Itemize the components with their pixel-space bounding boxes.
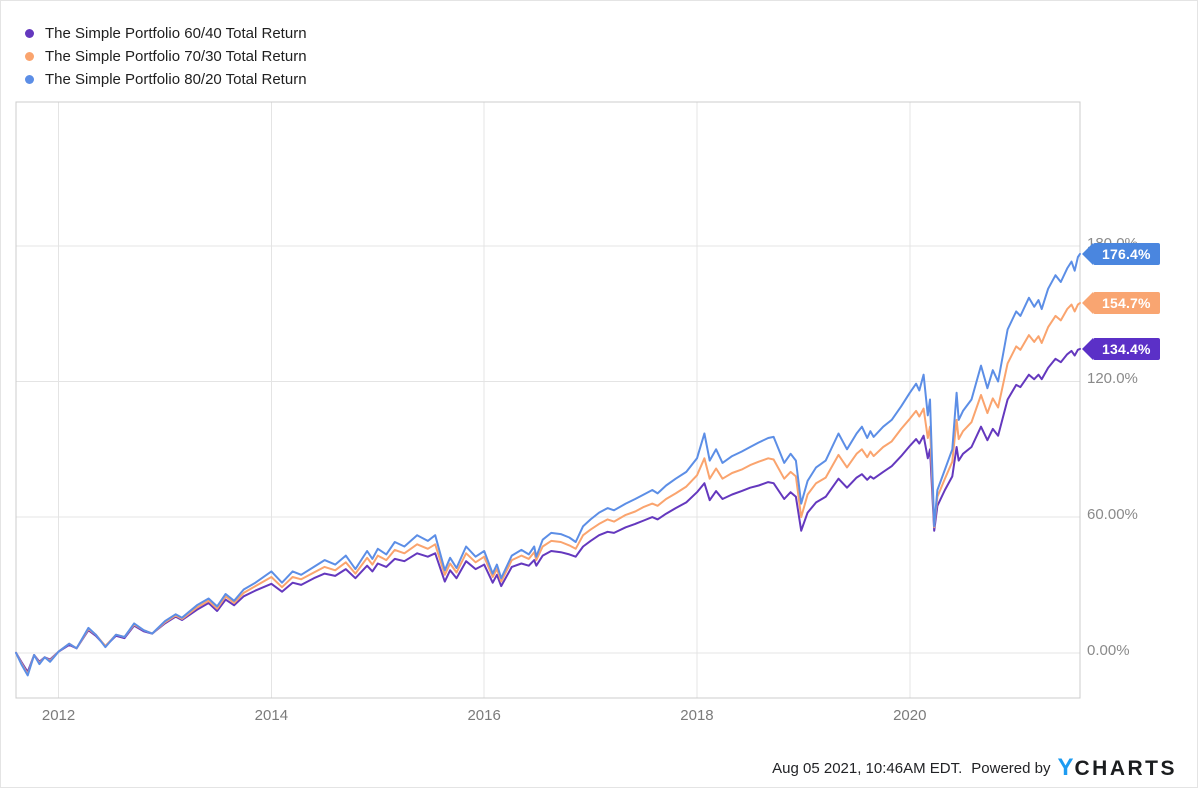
chart-legend: The Simple Portfolio 60/40 Total Return T… [25, 22, 307, 91]
series-line--80-20- [15, 252, 1081, 677]
legend-dot-icon [25, 75, 34, 84]
badge-arrow-icon [1082, 242, 1093, 265]
series-line--70-30- [15, 302, 1081, 676]
end-value-badge-176.4%: 176.4% [1082, 242, 1160, 265]
badge-value: 134.4% [1093, 337, 1160, 360]
badge-arrow-icon [1082, 337, 1093, 360]
x-axis-tick-2020: 2020 [893, 707, 927, 724]
y-axis-tick-60.00%: 60.00% [1087, 506, 1138, 524]
x-axis-tick-2018: 2018 [680, 707, 714, 724]
x-axis-tick-2012: 2012 [41, 707, 76, 724]
legend-label: The Simple Portfolio 60/40 Total Return [45, 25, 307, 42]
end-value-badge-134.4%: 134.4% [1082, 337, 1160, 360]
x-axis-tick-2016: 2016 [467, 707, 501, 724]
legend-item: The Simple Portfolio 60/40 Total Return [25, 22, 307, 45]
legend-item: The Simple Portfolio 80/20 Total Return [25, 68, 307, 91]
powered-by-label: Powered by [971, 759, 1051, 777]
y-axis-tick-120.0%: 120.0% [1087, 370, 1138, 388]
legend-dot-icon [25, 52, 34, 61]
series-line--60-40- [15, 347, 1081, 673]
badge-value: 176.4% [1093, 242, 1160, 265]
legend-label: The Simple Portfolio 70/30 Total Return [45, 48, 307, 65]
badge-value: 154.7% [1093, 292, 1160, 314]
plot-frame [15, 101, 1081, 699]
x-axis-tick-2014: 2014 [254, 707, 289, 724]
legend-label: The Simple Portfolio 80/20 Total Return [45, 71, 307, 88]
end-value-badge-154.7%: 154.7% [1082, 292, 1160, 314]
timestamp: Aug 05 2021, 10:46AM EDT. [772, 759, 963, 777]
legend-dot-icon [25, 29, 34, 38]
footer: Aug 05 2021, 10:46AM EDT. Powered by Y C… [772, 754, 1177, 782]
ycharts-logo[interactable]: Y CHARTS [1057, 754, 1177, 782]
y-axis-tick-0.00%: 0.00% [1087, 641, 1130, 659]
legend-item: The Simple Portfolio 70/30 Total Return [25, 45, 307, 68]
ycharts-logo-y-icon: Y [1057, 754, 1075, 781]
badge-arrow-icon [1082, 292, 1093, 314]
ycharts-logo-charts: CHARTS [1074, 757, 1177, 780]
